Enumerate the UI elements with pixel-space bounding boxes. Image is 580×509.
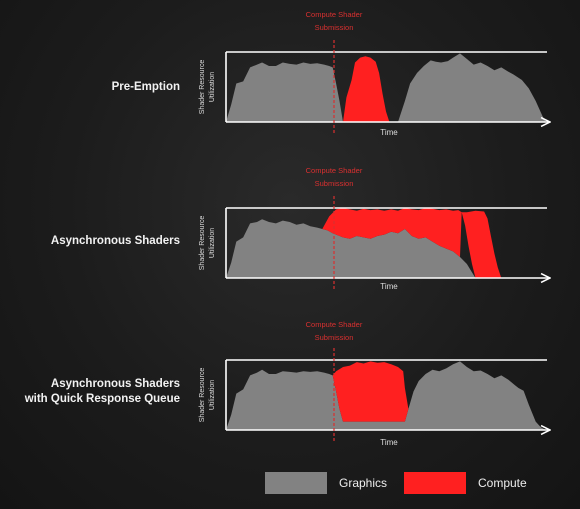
compute-area (322, 208, 502, 278)
utilization-panel: Compute Shader Submission Shader Resource U… (199, 320, 550, 447)
submission-annotation: Submission (315, 179, 354, 188)
scenario-title-line: Asynchronous Shaders (50, 378, 180, 390)
panels-layer: Compute Shader Submission Shader Resource U… (199, 10, 550, 447)
graphics-area (398, 53, 546, 122)
compute-swatch (404, 472, 466, 494)
graphics-area (226, 62, 343, 122)
submission-annotation: Submission (315, 333, 354, 342)
y-axis-label: Shader Resource Utilization (199, 60, 216, 115)
graphics-area (226, 361, 546, 430)
scenario-title-pre-emption: Pre-Emption (112, 80, 180, 95)
y-axis-label: Shader Resource Utilization (199, 216, 216, 271)
scenario-title-line: Pre-Emption (111, 81, 180, 93)
scenario-title-async-shaders: Asynchronous Shaders (51, 234, 180, 249)
graphics-legend-label: Graphics (339, 476, 388, 490)
legend-graphics: Graphics (265, 472, 387, 494)
compute-area (332, 361, 409, 422)
utilization-panel: Compute Shader Submission Shader Resource U… (199, 10, 550, 137)
submission-annotation: Compute Shader (306, 166, 363, 175)
submission-annotation: Submission (315, 23, 354, 32)
submission-annotation: Compute Shader (306, 320, 363, 329)
time-axis-label: Time (380, 128, 398, 137)
scenario-title-line: with Quick Response Queue (24, 393, 180, 405)
compute-legend-label: Compute (478, 476, 527, 490)
submission-annotation: Compute Shader (306, 10, 363, 19)
legend-compute: Compute (404, 472, 527, 494)
scenario-title-line: Asynchronous Shaders (50, 235, 180, 247)
y-axis-label: Shader Resource Utilization (199, 368, 216, 423)
time-axis-label: Time (380, 282, 398, 291)
utilization-panel: Compute Shader Submission Shader Resource U… (199, 166, 550, 291)
compute-area (343, 56, 390, 123)
scenario-title-async-quick-response: Asynchronous Shaders with Quick Response… (25, 377, 180, 407)
graphics-area (226, 219, 476, 278)
time-axis-label: Time (380, 438, 398, 447)
graphics-swatch (265, 472, 327, 494)
